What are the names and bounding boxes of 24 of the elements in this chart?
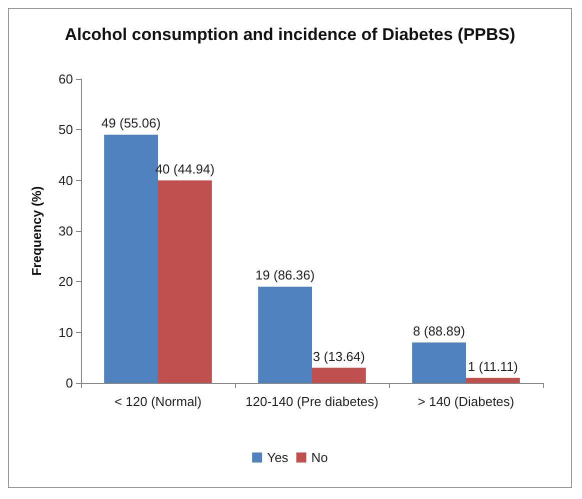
bar <box>258 286 312 383</box>
data-label: 49 (55.06) <box>101 116 161 131</box>
data-label: 8 (88.89) <box>413 323 466 338</box>
data-label: 1 (11.11) <box>468 358 518 374</box>
chart-title: Alcohol consumption and incidence of Diabetes (PPBS) <box>64 25 516 44</box>
y-tick-label: 0 <box>66 376 73 390</box>
legend-label: Yes <box>267 450 289 465</box>
x-tick-label: > 140 (Diabetes) <box>418 394 514 409</box>
y-tick-label: 30 <box>58 224 73 238</box>
y-tick-label: 20 <box>58 274 73 290</box>
y-tick-label: 50 <box>58 122 73 138</box>
y-tick-label: 60 <box>58 72 73 86</box>
bar <box>466 378 520 383</box>
y-tick-label: 10 <box>58 324 73 340</box>
x-tick-label: < 120 (Normal) <box>114 394 202 409</box>
data-label: 3 (13.64) <box>312 348 365 364</box>
bar <box>158 180 212 383</box>
data-label: 19 (86.36) <box>255 268 315 283</box>
bar <box>412 342 466 383</box>
x-tick-label: 120-140 (Pre diabetes) <box>246 394 378 409</box>
y-tick-label: 40 <box>58 172 73 188</box>
bar <box>312 368 366 383</box>
legend-label: No <box>311 450 328 465</box>
y-axis-title: Frequency (%) <box>29 186 44 276</box>
